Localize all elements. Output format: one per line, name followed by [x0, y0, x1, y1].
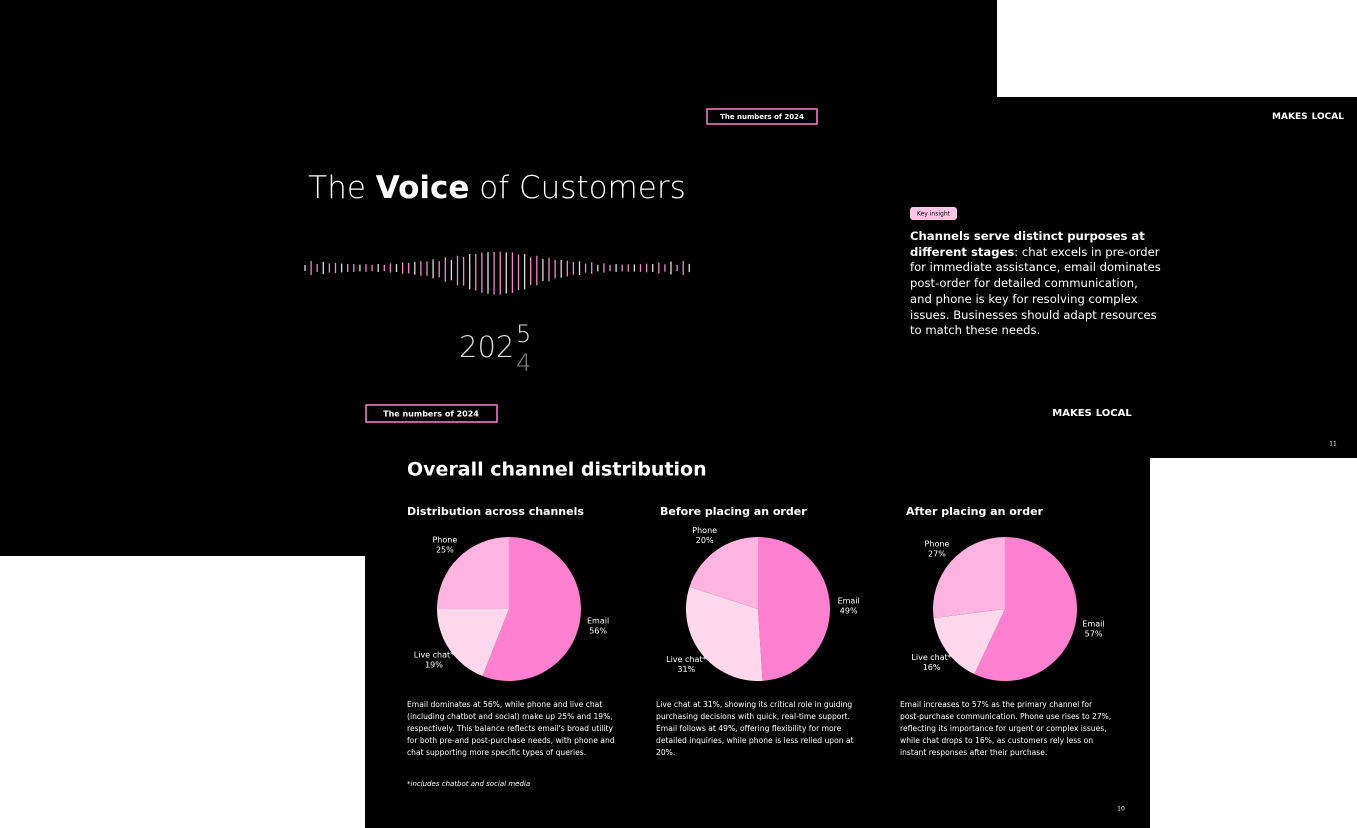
pie-slice: [437, 537, 509, 609]
caption: Email increases to 57% as the primary ch…: [900, 700, 1112, 757]
logo-part: MAKES: [1052, 408, 1091, 419]
title-part: of Customers: [469, 170, 685, 206]
pie-slice: [689, 537, 758, 609]
slice-label: Phone: [925, 540, 950, 549]
logo-part: MAKES: [1272, 112, 1308, 122]
slice-value: 49%: [840, 607, 858, 616]
insight: Channels serve distinct purposes at diff…: [910, 229, 1162, 339]
chart-title: After placing an order: [906, 505, 1044, 518]
slice-label: Live chat*: [414, 650, 454, 659]
page-number: 11: [1329, 441, 1337, 448]
slice-label: Email: [838, 597, 860, 606]
logo-part: LOCAL: [1096, 408, 1133, 419]
slice-label: Live chat*: [666, 655, 706, 664]
page-number: 10: [1117, 806, 1125, 813]
insight-bold: Channels serve distinct purposes at diff…: [910, 229, 1145, 259]
tag: The numbers of 2024: [720, 113, 804, 121]
chart-title: Before placing an order: [660, 505, 807, 518]
pie-slice: [933, 609, 1005, 675]
slice-value: 25%: [436, 545, 454, 554]
year-base: 202: [459, 330, 514, 364]
cover-title: The Voice of Customers: [308, 170, 685, 206]
slice-value: 19%: [425, 660, 443, 669]
pill: [910, 207, 957, 220]
slice-value: 57%: [1085, 629, 1103, 638]
tag-box: [706, 108, 818, 125]
footnote: *includes chatbot and social media: [407, 780, 530, 788]
tag-box: [365, 404, 498, 423]
chart-title: Distribution across channels: [407, 505, 584, 518]
logo: MAKES LOCAL: [1272, 112, 1344, 122]
caption: Email dominates at 56%, while phone and …: [407, 700, 615, 757]
pie-slice: [974, 537, 1078, 681]
slice-label: Live chat*: [911, 653, 951, 662]
pie-slice: [437, 609, 509, 676]
slice-label: Email: [587, 616, 609, 625]
slice-value: 27%: [928, 550, 946, 559]
waveform: [304, 251, 690, 295]
title-part: The: [308, 170, 376, 206]
slice-value: 56%: [589, 626, 607, 635]
title-part: Voice: [376, 170, 470, 206]
tag: The numbers of 2024: [383, 410, 479, 419]
caption: Live chat at 31%, showing its critical r…: [656, 700, 854, 757]
pie-slice: [482, 537, 581, 681]
insight-text: : chat excels in pre-order for immediate…: [910, 244, 1161, 338]
pill-label: Key insight: [917, 211, 951, 218]
slice-value: 31%: [677, 665, 695, 674]
pie-slice: [758, 537, 830, 681]
slide-title: Overall channel distribution: [407, 459, 707, 481]
slice-label: Email: [1082, 619, 1104, 628]
pie-slice: [686, 586, 763, 681]
logo-part: LOCAL: [1312, 112, 1345, 122]
charts: Distribution across channelsEmail56%Live…: [407, 505, 1105, 681]
slice-label: Phone: [432, 535, 457, 544]
insight-slide: [700, 97, 1357, 458]
year-old: 4: [516, 349, 531, 377]
slice-value: 16%: [923, 663, 941, 672]
logo: MAKES LOCAL: [1052, 408, 1132, 419]
pie-slice: [933, 537, 1005, 619]
year-new: 5: [516, 320, 531, 348]
slice-label: Phone: [692, 526, 717, 535]
slice-value: 20%: [696, 536, 714, 545]
